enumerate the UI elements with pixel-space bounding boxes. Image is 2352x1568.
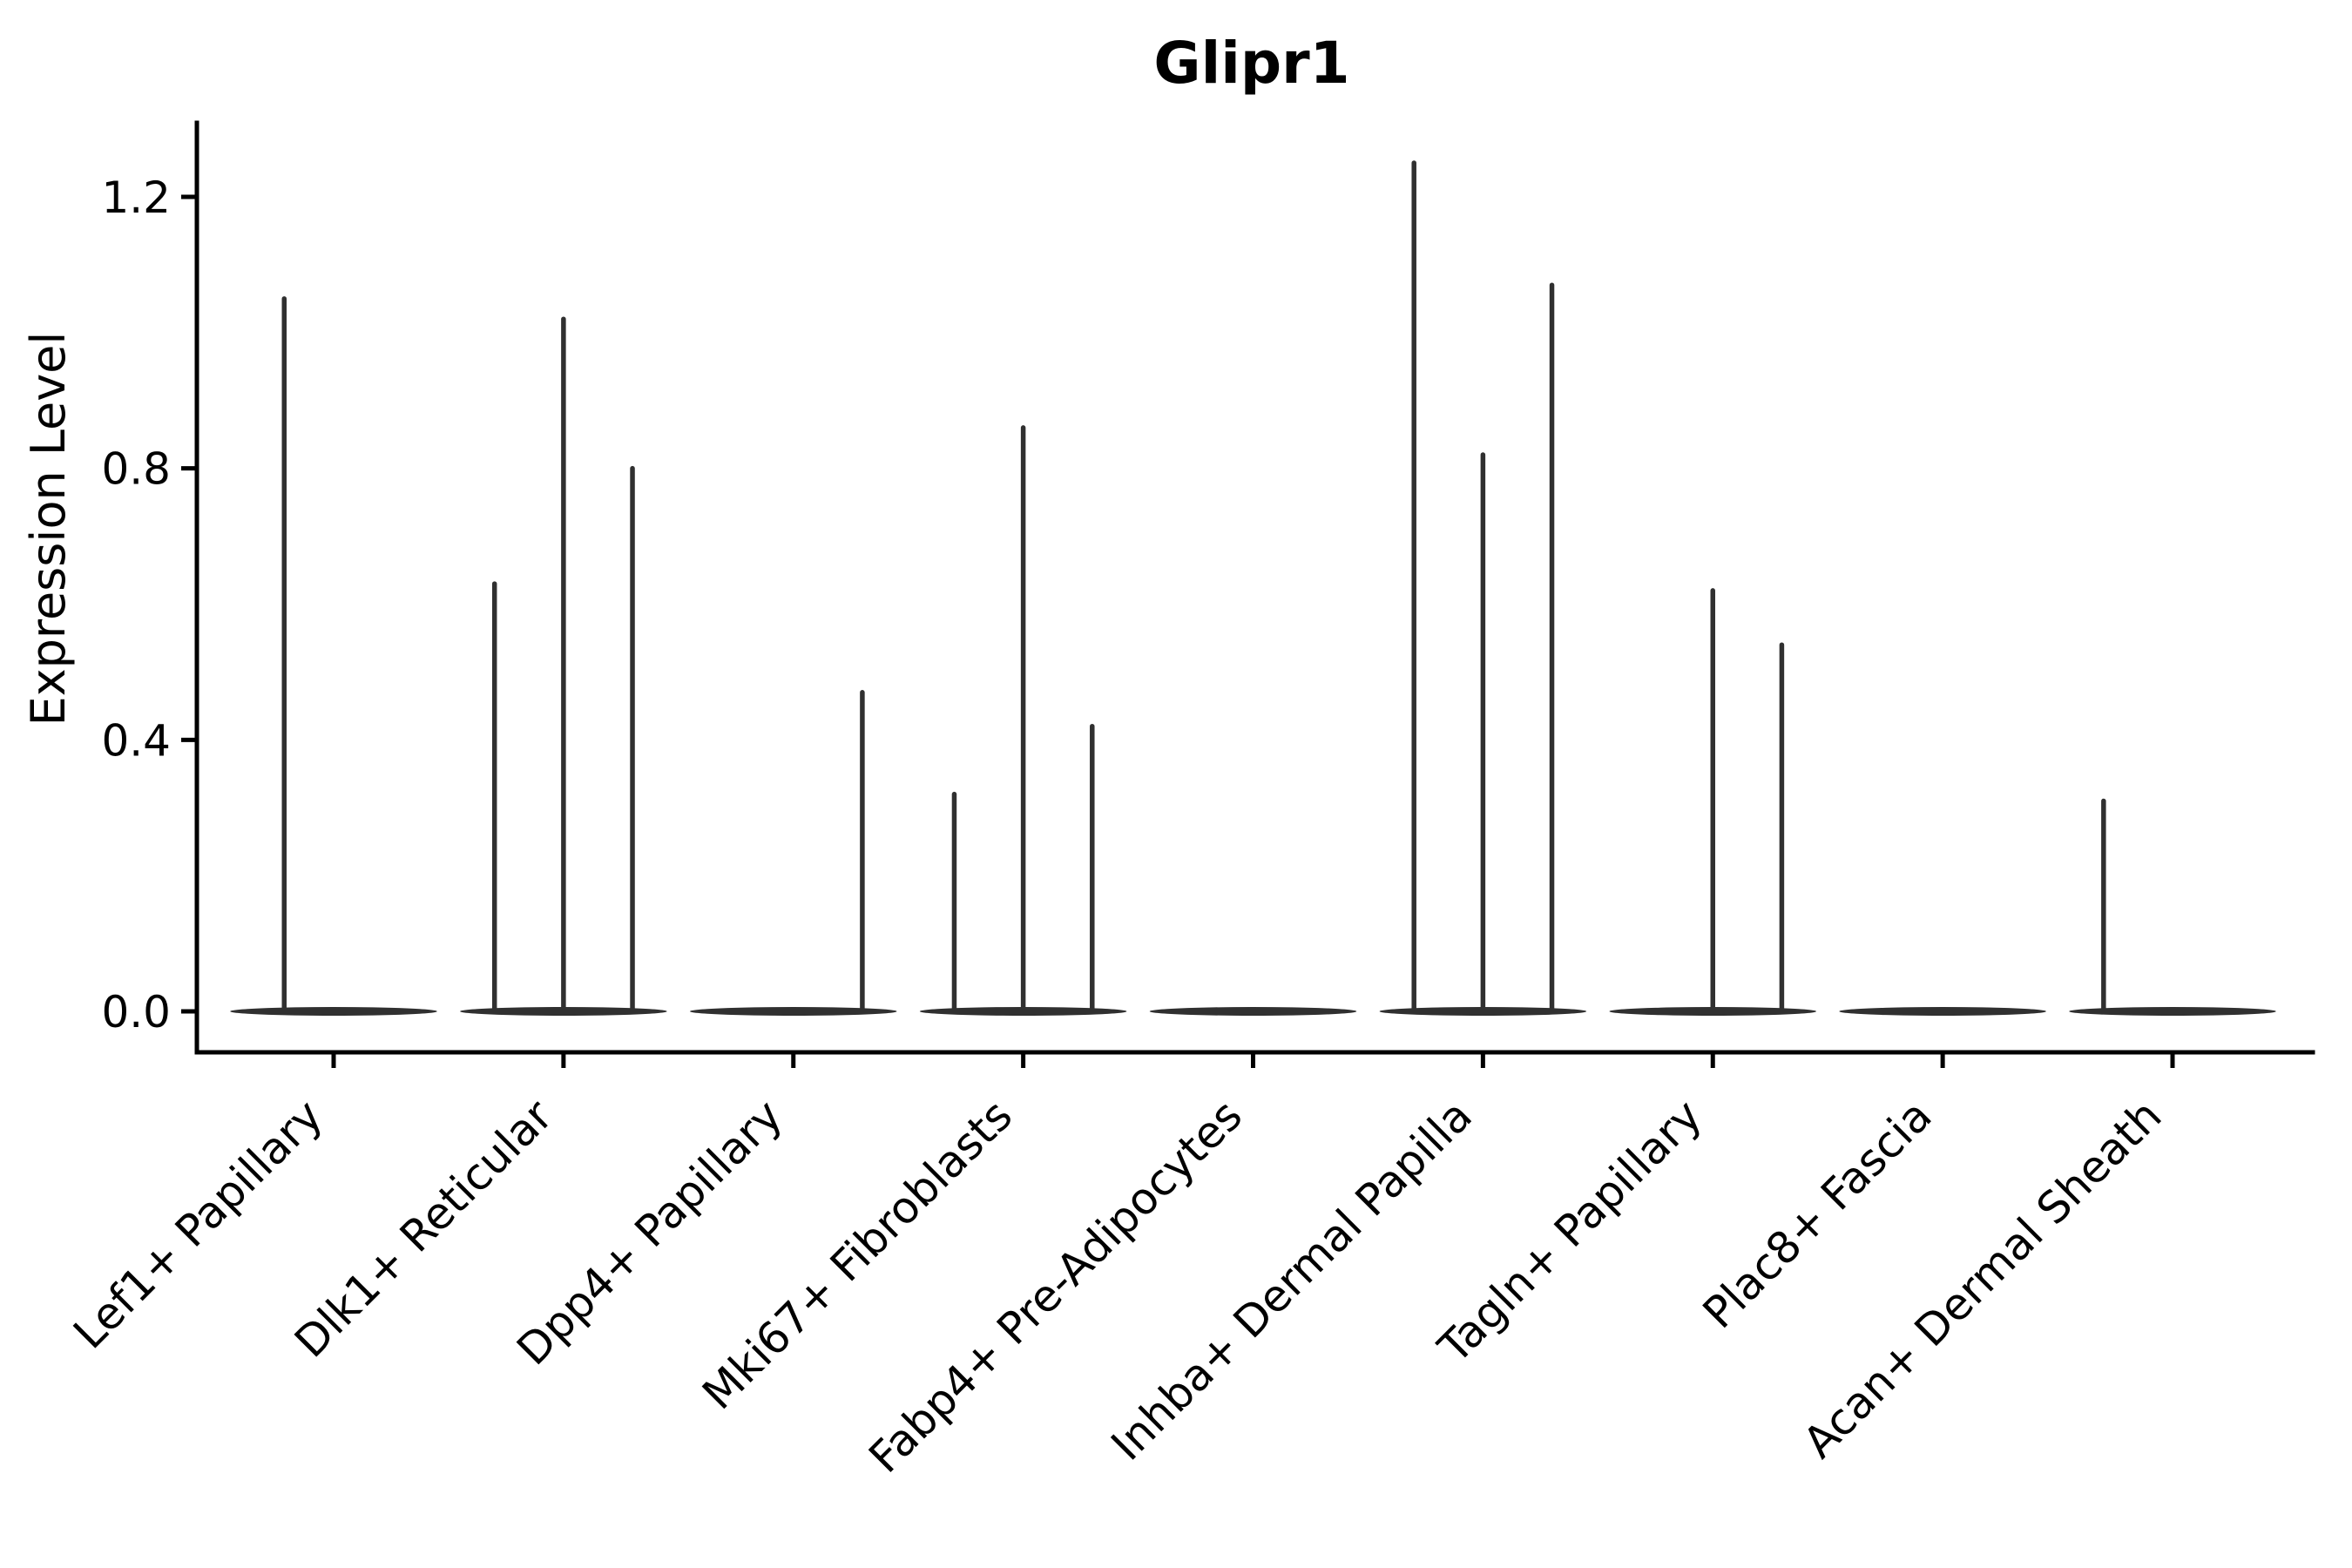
x-tick-label: Lef1+ Papillary (64, 1090, 332, 1358)
chart-title: Glipr1 (1153, 30, 1349, 97)
violin-base (690, 1007, 897, 1016)
violin-base (1839, 1007, 2046, 1016)
y-axis-label: Expression Level (21, 332, 76, 727)
y-tick-label: 1.2 (101, 172, 171, 223)
y-tick-label: 0.4 (101, 715, 171, 766)
violin-base (2069, 1007, 2276, 1016)
violin-layer (230, 160, 2276, 1016)
x-tick-label: Plac8+ Fascia (1693, 1090, 1942, 1338)
violin-base (1149, 1007, 1357, 1016)
violin-base (230, 1007, 437, 1016)
x-tick-label: Fabp4+ Pre-Adipocytes (859, 1090, 1252, 1483)
y-tick-label: 0.0 (101, 987, 171, 1037)
y-tick-label: 0.8 (101, 444, 171, 495)
